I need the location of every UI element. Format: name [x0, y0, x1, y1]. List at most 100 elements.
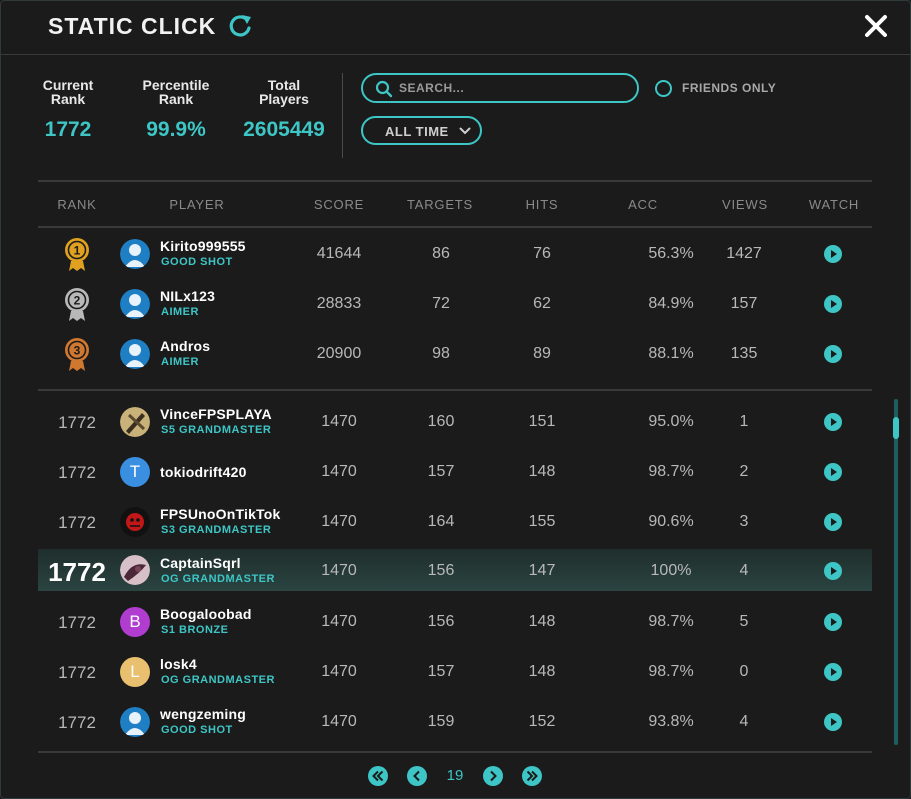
- play-icon[interactable]: [824, 562, 842, 580]
- views-cell: 0: [739, 663, 749, 680]
- hits-cell: 155: [528, 513, 556, 530]
- stat-label: Current: [42, 77, 94, 93]
- hits-cell: 76: [533, 245, 551, 262]
- rank-cell: 1772: [58, 663, 96, 682]
- player-name[interactable]: NILx123: [160, 288, 216, 304]
- table-row[interactable]: 1772 T tokiodrift420 1470 157 148 98.7% …: [38, 447, 872, 497]
- friends-only-toggle[interactable]: [655, 80, 672, 97]
- score-cell: 1470: [321, 613, 357, 630]
- next-page-icon[interactable]: [483, 766, 503, 786]
- player-name[interactable]: wengzeming: [160, 706, 247, 722]
- gold-medal-icon: 1: [65, 238, 89, 271]
- table-row[interactable]: 1772 L losk4 OG GRANDMASTER 1470 157 148…: [38, 647, 872, 697]
- divider: [38, 180, 872, 182]
- player-name[interactable]: tokiodrift420: [160, 464, 247, 480]
- targets-cell: 72: [432, 295, 450, 312]
- current-rank-stat: Current Rank 1772: [31, 78, 105, 142]
- hits-cell: 148: [528, 663, 556, 680]
- last-page-icon[interactable]: [522, 766, 542, 786]
- play-icon[interactable]: [824, 245, 842, 263]
- player-name[interactable]: VinceFPSPLAYA: [160, 406, 272, 422]
- search-input[interactable]: [399, 79, 629, 97]
- acc-cell: 88.1%: [648, 345, 694, 362]
- table-row[interactable]: 1772 VinceFPSPLAYA S5 GRANDMASTER 1470 1…: [38, 397, 872, 447]
- avatar: [120, 289, 150, 319]
- views-cell: 3: [739, 513, 749, 530]
- table-row[interactable]: 2 NILx123 AIMER 28833 72 62 84.9% 157: [38, 279, 872, 329]
- targets-cell: 160: [427, 413, 455, 430]
- column-header-rank: RANK: [57, 197, 97, 212]
- close-icon[interactable]: [861, 11, 891, 41]
- acc-cell: 100%: [650, 562, 692, 579]
- refresh-icon[interactable]: [227, 13, 253, 39]
- previous-page-icon[interactable]: [407, 766, 427, 786]
- timeframe-dropdown[interactable]: ALL TIME: [361, 116, 482, 145]
- rank-cell: 1772: [58, 463, 96, 482]
- targets-cell: 98: [432, 345, 450, 362]
- stat-label: Rank: [158, 91, 194, 107]
- player-name[interactable]: FPSUnoOnTikTok: [160, 506, 281, 522]
- table-row[interactable]: 1 Kirito999555 GOOD SHOT 41644 86 76 56.…: [38, 229, 872, 279]
- scrollbar-track[interactable]: [894, 399, 898, 745]
- play-icon[interactable]: [824, 463, 842, 481]
- player-name[interactable]: Andros: [160, 338, 211, 354]
- bronze-medal-icon: 3: [65, 338, 89, 371]
- play-icon[interactable]: [824, 513, 842, 531]
- views-cell: 2: [739, 463, 749, 480]
- title-bar: STATIC CLICK: [1, 1, 910, 55]
- hits-cell: 147: [528, 562, 556, 579]
- acc-cell: 95.0%: [648, 413, 694, 430]
- hits-cell: 89: [533, 345, 551, 362]
- player-name[interactable]: CaptainSqrl: [160, 555, 241, 571]
- player-name[interactable]: Boogaloobad: [160, 606, 252, 622]
- avatar: L: [120, 657, 150, 687]
- stat-label: Percentile: [142, 77, 210, 93]
- divider: [38, 751, 872, 753]
- score-cell: 20900: [316, 345, 362, 362]
- first-page-icon[interactable]: [368, 766, 388, 786]
- rank-cell: 1772: [58, 613, 96, 632]
- score-cell: 1470: [321, 663, 357, 680]
- views-cell: 4: [739, 713, 749, 730]
- avatar: T: [120, 457, 150, 487]
- play-icon[interactable]: [824, 413, 842, 431]
- friends-only-label[interactable]: FRIENDS ONLY: [682, 81, 777, 95]
- avatar: [120, 507, 150, 537]
- acc-cell: 90.6%: [648, 513, 694, 530]
- play-icon[interactable]: [824, 295, 842, 313]
- player-name[interactable]: losk4: [160, 656, 197, 672]
- play-icon[interactable]: [824, 663, 842, 681]
- player-name[interactable]: Kirito999555: [160, 238, 246, 254]
- rank-cell: 1772: [58, 713, 96, 732]
- play-icon[interactable]: [824, 613, 842, 631]
- views-cell: 5: [739, 613, 749, 630]
- player-title: AIMER: [161, 356, 199, 368]
- player-title: S3 GRANDMASTER: [161, 524, 272, 536]
- current-player-row[interactable]: 1772 CaptainSqrl OG GRANDMASTER 1470 156…: [38, 549, 872, 591]
- targets-cell: 159: [427, 713, 455, 730]
- targets-cell: 86: [432, 245, 450, 262]
- column-header-score: SCORE: [313, 197, 365, 212]
- search-box[interactable]: [361, 73, 639, 103]
- current-rank-value: 1772: [44, 118, 92, 141]
- play-icon[interactable]: [824, 713, 842, 731]
- views-cell: 157: [730, 295, 758, 312]
- hits-cell: 151: [528, 413, 556, 430]
- percentile-rank-stat: Percentile Rank 99.9%: [129, 78, 223, 142]
- table-row[interactable]: 3 Andros AIMER 20900 98 89 88.1% 135: [38, 329, 872, 379]
- player-title: AIMER: [161, 306, 199, 318]
- play-icon[interactable]: [824, 345, 842, 363]
- column-header-watch: WATCH: [808, 197, 860, 212]
- hits-cell: 148: [528, 463, 556, 480]
- scrollbar-thumb[interactable]: [893, 417, 899, 439]
- targets-cell: 157: [427, 463, 455, 480]
- table-row[interactable]: 1772 wengzeming GOOD SHOT 1470 159 152 9…: [38, 697, 872, 747]
- player-title: OG GRANDMASTER: [161, 674, 275, 686]
- table-row[interactable]: 1772 B Boogaloobad S1 BRONZE 1470 156 14…: [38, 597, 872, 647]
- column-header-acc: ACC: [628, 197, 658, 212]
- percentile-rank-value: 99.9%: [146, 118, 206, 141]
- acc-cell: 93.8%: [648, 713, 694, 730]
- table-row[interactable]: 1772 FPSUnoOnTikTok S3 GRANDMASTER 1470 …: [38, 497, 872, 547]
- acc-cell: 98.7%: [648, 663, 694, 680]
